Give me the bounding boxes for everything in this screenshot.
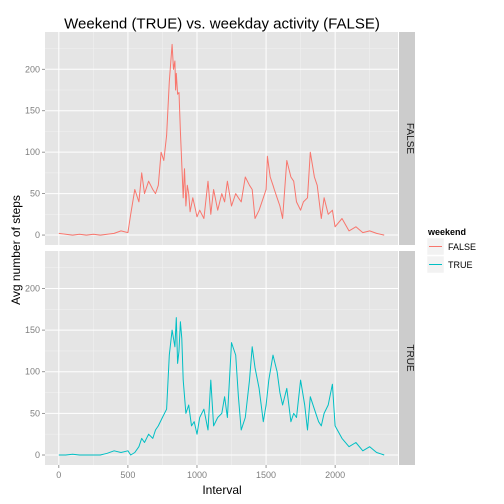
y-tick-label: 150 [25,325,40,335]
panel-false: 0 50 100 150 200 FALSE [25,32,415,245]
y-tick-label: 100 [25,147,40,157]
x-tick-label: 1000 [187,470,207,480]
x-tick-label: 500 [120,470,135,480]
x-tick-label: 2000 [325,470,345,480]
strip-label: FALSE [404,123,415,154]
y-tick-label: 200 [25,64,40,74]
legend-title: weekend [427,227,466,237]
x-axis-title: Interval [202,483,241,497]
y-tick-label: 0 [35,450,40,460]
y-tick-label: 100 [25,367,40,377]
y-tick-label: 200 [25,283,40,293]
panel-background [45,251,398,465]
y-tick-label: 50 [30,189,40,199]
y-tick-label: 50 [30,408,40,418]
legend-label-false: FALSE [448,242,476,252]
strip-label: TRUE [404,344,415,372]
y-axis-title: Avg number of steps [9,195,23,305]
y-tick-label: 0 [35,230,40,240]
y-tick-label: 150 [25,106,40,116]
legend-keys: FALSE TRUE [427,238,476,273]
legend: weekend FALSE TRUE [427,227,476,273]
x-axis: 0 500 1000 1500 2000 [56,465,345,480]
x-tick-label: 0 [56,470,61,480]
x-tick-label: 1500 [256,470,276,480]
chart-panels: 0 50 100 150 200 FALSE 0 50 100 150 200 TRUE [25,32,415,465]
panel-background [45,32,398,245]
legend-label-true: TRUE [448,260,473,270]
panel-true: 0 50 100 150 200 TRUE [25,251,415,465]
chart-title: Weekend (TRUE) vs. weekday activity (FAL… [64,16,380,33]
